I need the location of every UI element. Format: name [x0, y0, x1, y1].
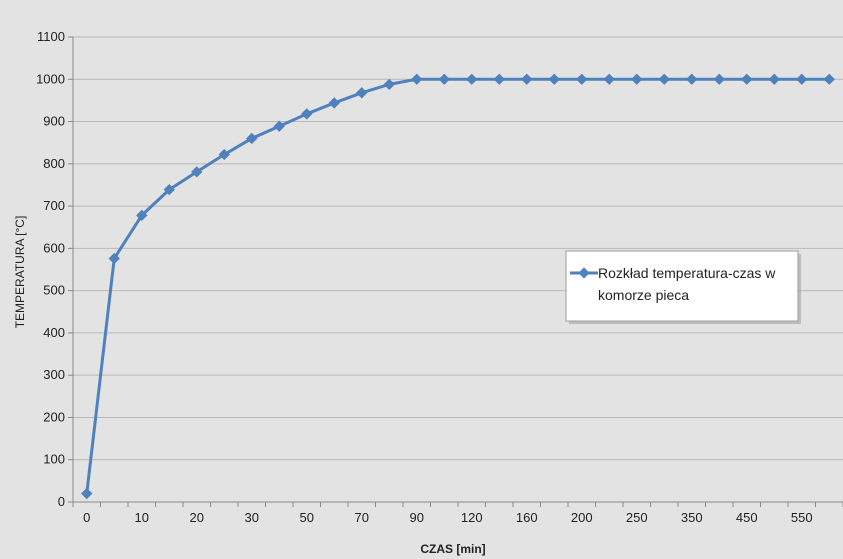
y-tick-label: 800: [43, 156, 65, 171]
legend-marker-swatch: [578, 267, 590, 279]
data-point: [191, 166, 203, 178]
y-tick-label: 500: [43, 283, 65, 298]
y-tick-label: 600: [43, 240, 65, 255]
x-tick-label: 160: [516, 510, 538, 525]
x-tick-label: 0: [83, 510, 90, 525]
legend-box: [565, 250, 799, 322]
x-tick-label: 120: [461, 510, 483, 525]
x-tick-label: 350: [681, 510, 703, 525]
y-tick-labels: 0 100 200 300 400 500 600 700 800 900 1000 1100: [36, 29, 65, 509]
x-tick-label: 30: [245, 510, 259, 525]
x-tick-label: 90: [410, 510, 424, 525]
y-tick-label: 200: [43, 409, 65, 424]
x-tick-label: 450: [736, 510, 758, 525]
data-point: [218, 148, 230, 161]
x-tick-label: 250: [626, 510, 648, 525]
x-tick-label: 10: [135, 510, 149, 525]
data-point: [163, 183, 175, 196]
x-tick-labels: 0 10 20 30 50 70 90 120 160 200 250 350 450 550: [83, 510, 812, 525]
x-tick-label: 70: [355, 510, 369, 525]
y-tick-label: 0: [58, 494, 65, 509]
y-tick-label: 1100: [37, 29, 65, 44]
x-tick-label: 50: [300, 510, 314, 525]
legend-label-line-1: Rozkład temperatura-czas w: [598, 265, 776, 281]
y-tick-label: 1000: [36, 71, 65, 86]
y-axis-title: TEMPERATURA [°C]: [13, 216, 27, 329]
y-tick-label: 700: [43, 198, 65, 213]
data-point: [136, 209, 148, 222]
series-line: [85, 77, 830, 494]
y-tick-label: 900: [43, 114, 65, 129]
legend: Rozkład temperatura-czas w komorze pieca: [565, 250, 801, 324]
x-axis-title: CZAS [min]: [420, 542, 485, 556]
y-tick-label: 100: [43, 452, 65, 467]
x-tick-label: 20: [190, 510, 204, 525]
x-tick-label: 550: [791, 510, 813, 525]
legend-label-line-2: komorze pieca: [598, 287, 689, 303]
axes: [68, 36, 843, 507]
series-line-0: [85, 77, 830, 494]
y-tick-label: 400: [43, 325, 65, 340]
x-tick-label: 200: [571, 510, 593, 525]
data-point: [246, 132, 258, 145]
y-tick-label: 300: [43, 367, 65, 382]
